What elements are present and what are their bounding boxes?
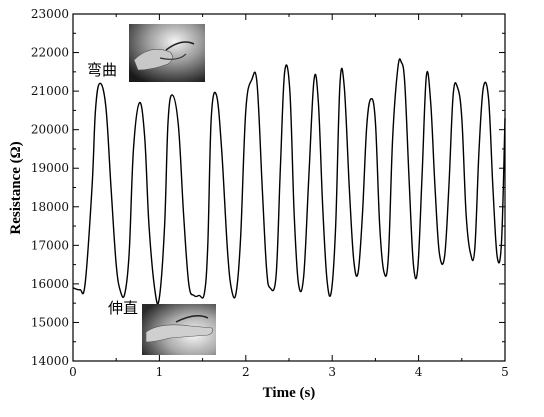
x-tick-label: 1 <box>156 365 164 379</box>
resistance-series-line <box>72 58 506 305</box>
y-tick-label: 18000 <box>31 200 69 214</box>
x-tick-label: 3 <box>328 365 336 379</box>
x-axis-title: Time (s) <box>263 385 316 401</box>
y-tick-label: 19000 <box>31 161 69 175</box>
y-tick-label: 17000 <box>31 238 69 252</box>
y-axis-title: Resistance (Ω) <box>8 141 24 234</box>
annotation-straight: 伸直 <box>108 299 138 317</box>
y-tick-label: 23000 <box>31 7 69 21</box>
x-tick-label: 2 <box>242 365 250 379</box>
annotation-bend: 弯曲 <box>87 61 117 79</box>
x-tick-label: 0 <box>69 365 77 379</box>
axis-ticks <box>72 13 506 362</box>
y-tick-label: 15000 <box>31 315 69 329</box>
inset-photo-bent-finger <box>129 24 205 82</box>
x-tick-label: 5 <box>501 365 509 379</box>
y-tick-label: 20000 <box>31 123 69 137</box>
y-tick-label: 14000 <box>31 354 69 368</box>
x-tick-label: 4 <box>415 365 423 379</box>
inset-photo-straight-finger <box>142 304 216 355</box>
axis-tick-labels: 0 1 2 3 4 5 14000 15000 16000 17000 18000 19000 2000… <box>31 7 509 379</box>
y-tick-label: 22000 <box>31 46 69 60</box>
y-tick-label: 16000 <box>31 277 69 291</box>
y-tick-label: 21000 <box>31 84 69 98</box>
